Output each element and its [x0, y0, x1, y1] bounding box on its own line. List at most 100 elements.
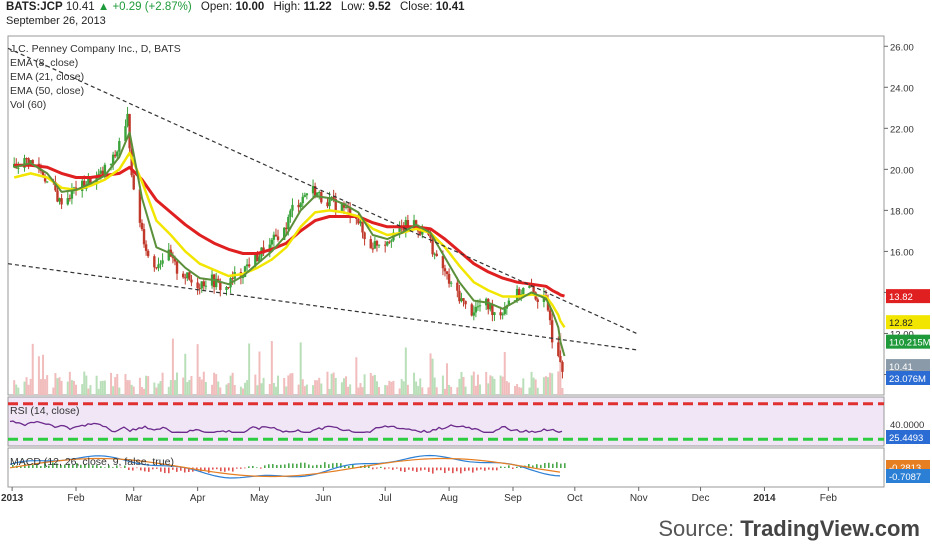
candle-body: [54, 181, 57, 191]
macd-histogram-bar: [188, 467, 190, 473]
volume-bar: [297, 384, 300, 395]
volume-bar: [85, 375, 88, 395]
candle-body: [369, 239, 372, 249]
candle-body: [412, 220, 416, 227]
macd-histogram-bar: [328, 464, 330, 468]
macd-histogram-bar: [68, 463, 70, 468]
volume-bar: [357, 387, 360, 395]
macd-histogram-bar: [56, 463, 58, 468]
x-tick-label: May: [250, 493, 269, 504]
badge-rsi-bg: [886, 430, 930, 444]
candle-body: [447, 274, 451, 284]
candle-body: [386, 241, 389, 246]
candle-body: [340, 203, 344, 211]
volume-bar: [188, 379, 191, 395]
x-tick-label: Sep: [504, 493, 522, 504]
volume-bar: [373, 374, 376, 395]
candle-body: [460, 298, 463, 302]
candle-body: [285, 227, 288, 230]
macd-histogram-bar: [464, 467, 466, 472]
volume-bar: [198, 376, 201, 395]
candle-body: [196, 282, 199, 289]
volume-bar: [342, 378, 345, 395]
macd-histogram-bar: [304, 462, 306, 468]
volume-bar: [15, 384, 18, 395]
candle-body: [431, 238, 434, 255]
volume-bar: [287, 375, 290, 395]
ema21-line: [13, 151, 566, 328]
volume-bar: [229, 375, 232, 395]
candle-body: [348, 207, 352, 218]
volume-bar: [153, 382, 156, 395]
macd-histogram-bar: [488, 467, 490, 470]
candle-body: [56, 190, 59, 202]
candle-body: [111, 154, 115, 164]
volume-bar: [31, 343, 34, 395]
volume-bar: [99, 381, 102, 395]
ema8-line: [13, 131, 566, 357]
candle-body: [383, 244, 387, 246]
volume-bar: [13, 380, 16, 395]
volume-bar: [305, 384, 308, 395]
macd-histogram-bar: [256, 467, 258, 468]
candle-body: [17, 167, 20, 169]
candle-body: [375, 241, 379, 246]
candle-body: [441, 256, 445, 269]
candle-body: [470, 304, 473, 316]
volume-bar: [431, 358, 434, 395]
volume-bar: [56, 378, 59, 395]
volume-bar: [501, 376, 504, 395]
candle-body: [548, 310, 552, 321]
candle-body: [301, 196, 304, 204]
volume-bar: [268, 384, 271, 395]
last-price: 10.41: [65, 1, 95, 13]
y-tick-label: 16.00: [890, 247, 914, 258]
x-tick-label: Apr: [190, 493, 206, 504]
candle-body: [132, 175, 135, 190]
macd-histogram-bar: [208, 467, 210, 473]
volume-bar: [167, 386, 170, 395]
volume-bar: [493, 378, 496, 395]
macd-histogram-bar: [480, 467, 482, 470]
macd-histogram-bar: [504, 466, 506, 468]
candle-body: [456, 282, 459, 291]
candle-body: [60, 198, 63, 205]
volume-bar: [213, 372, 216, 395]
candle-body: [507, 300, 511, 306]
macd-histogram-bar: [292, 463, 294, 468]
candle-body: [274, 234, 278, 237]
volume-bar: [246, 380, 249, 395]
volume-bar: [384, 384, 387, 395]
badge-last: 10.41: [889, 362, 913, 373]
candle-body: [472, 312, 476, 316]
volume-bar: [81, 384, 84, 395]
macd-histogram-bar: [176, 467, 178, 472]
macd-histogram-bar: [452, 467, 454, 474]
volume-bar: [58, 377, 61, 395]
candle-body: [173, 258, 177, 262]
low-value: 9.52: [368, 1, 391, 13]
volume-bar: [270, 341, 273, 395]
volume-bar: [52, 387, 55, 395]
volume-bar: [301, 379, 304, 395]
candle-body: [68, 198, 72, 200]
macd-histogram-bar: [284, 464, 286, 468]
candle-body: [406, 219, 410, 227]
x-tick-label: Aug: [440, 493, 458, 504]
volume-bar: [112, 386, 115, 395]
candle-body: [371, 248, 375, 250]
macd-histogram-bar: [172, 467, 174, 470]
candle-body: [305, 193, 309, 196]
volume-bar: [204, 381, 207, 395]
candle-body: [289, 210, 292, 217]
candle-body: [190, 279, 193, 283]
volume-bar: [312, 385, 315, 395]
candle-body: [328, 197, 331, 207]
macd-histogram-bar: [540, 464, 542, 468]
macd-histogram-bar: [104, 467, 106, 468]
volume-bar: [456, 387, 459, 395]
candle-body: [462, 298, 465, 301]
candle-body: [89, 177, 92, 185]
candle-body: [476, 306, 480, 308]
